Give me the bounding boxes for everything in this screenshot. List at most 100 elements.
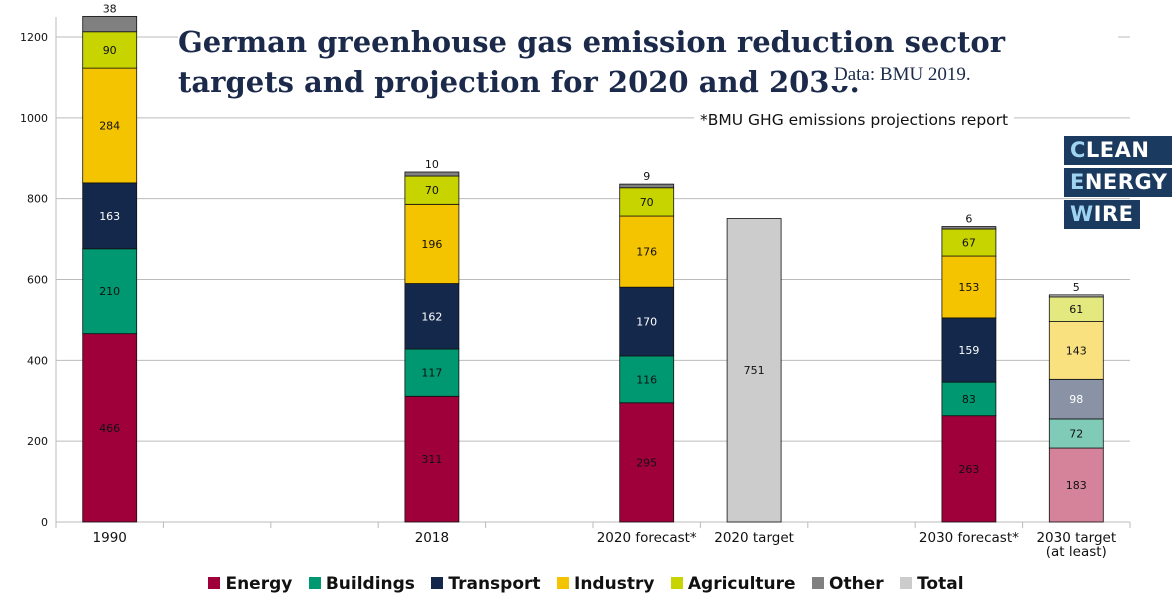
data-label: 83 [962,393,976,406]
legend-swatch [431,577,444,589]
bar-segment-total [726,218,782,523]
data-label: 143 [1066,344,1087,357]
data-label: 284 [99,120,120,133]
data-label: 72 [1069,427,1083,440]
y-tick-label: 0 [41,516,48,529]
bar-segment-energy [1048,447,1104,523]
bar-segment-industry [1048,321,1104,380]
logo-text-2: NERGY [1084,170,1168,194]
y-tick-label: 1000 [20,112,48,125]
bar-segment-other [941,226,997,230]
y-tick-label: 600 [27,274,48,287]
bar-segment-other [82,15,138,33]
source-note: Data: BMU 2019. [830,64,975,86]
bar-segment-industry [941,255,997,319]
legend-item-transport: Transport [431,574,541,594]
legend-item-energy: Energy [208,574,292,594]
data-label: 117 [421,367,442,380]
bar-segment-energy [619,402,675,523]
data-label: 162 [421,310,442,323]
data-label: 159 [958,344,979,357]
y-tick-label: 1200 [20,31,48,44]
legend-item-buildings: Buildings [308,574,415,594]
clean-energy-wire-logo: CLEAN ENERGY WIRE [1064,136,1172,232]
bar-segment-transport [1048,378,1104,420]
legend-swatch [308,577,321,589]
legend-swatch [812,577,825,589]
x-tick-label: 2020 forecast* [597,530,697,546]
data-label: 5 [1073,281,1080,294]
legend-item-other: Other [812,574,884,594]
chart-title: German greenhouse gas emission reduction… [178,22,1118,102]
bar-segment-agriculture [82,31,138,69]
bar-segment-transport [941,317,997,383]
logo-text-1: LEAN [1085,138,1150,162]
bar-segment-transport [404,283,460,350]
bar-segment-agriculture [619,187,675,217]
data-label: 61 [1069,303,1083,316]
bar-segment-industry [619,215,675,288]
x-tick-label: 1990 [93,530,127,546]
data-label: 70 [425,184,439,197]
legend-label: Agriculture [687,574,796,594]
data-label: 10 [425,158,439,171]
x-tick-label: 2020 target [714,530,794,546]
y-tick-label: 200 [27,435,48,448]
bar-segment-industry [82,67,138,184]
bar-segment-industry [404,203,460,284]
data-label: 176 [636,246,657,259]
bar-segment-agriculture [404,175,460,205]
bar-segment-buildings [619,355,675,404]
bar-segment-energy [941,415,997,523]
logo-line-1: CLEAN [1064,136,1172,165]
data-label: 98 [1069,393,1083,406]
data-label: 210 [99,285,120,298]
data-label: 153 [958,281,979,294]
data-label: 311 [421,453,442,466]
legend-label: Transport [448,574,541,594]
logo-line-2: ENERGY [1064,168,1172,197]
data-label: 183 [1066,479,1087,492]
bar-segment-other [619,183,675,189]
bar-segment-other [1048,294,1104,298]
legend-label: Total [917,574,964,594]
bar-segment-agriculture [941,228,997,257]
x-tick-label: (at least) [1046,544,1107,560]
data-label: 116 [636,373,657,386]
legend-item-agriculture: Agriculture [670,574,796,594]
bar-segment-other [404,171,460,177]
bar-segment-transport [619,286,675,357]
legend-swatch [557,577,569,589]
legend-swatch [208,577,221,589]
data-label: 90 [103,44,117,57]
data-label: 263 [958,463,979,476]
x-tick-label: 2030 forecast* [919,530,1019,546]
data-label: 295 [636,456,657,469]
y-tick-label: 400 [27,354,48,367]
legend-label: Industry [574,574,655,594]
legend-label: Energy [225,574,293,594]
bar-segment-buildings [404,348,460,397]
data-label: 170 [636,316,657,329]
data-label: 466 [99,422,120,435]
footnote: *BMU GHG emissions projections report [694,111,1015,129]
bar-segment-energy [82,333,138,523]
data-label: 67 [962,237,976,250]
legend-item-total: Total [900,574,964,594]
legend-swatch [670,577,683,589]
data-label: 9 [643,170,650,183]
y-tick-label: 800 [27,193,48,206]
data-label: 751 [744,364,765,377]
bar-segment-buildings [941,381,997,417]
legend-label: Other [829,574,884,594]
data-label: 196 [421,238,442,251]
data-label: 38 [103,2,117,15]
legend-item-industry: Industry [557,574,654,594]
x-tick-label: 2018 [415,530,449,546]
chart-legend: Energy Buildings Transport Industry Agri… [0,574,1172,594]
data-label: 6 [965,213,972,226]
x-tick-label: 2030 target [1036,530,1116,546]
legend-swatch [900,577,913,589]
legend-label: Buildings [325,574,415,594]
